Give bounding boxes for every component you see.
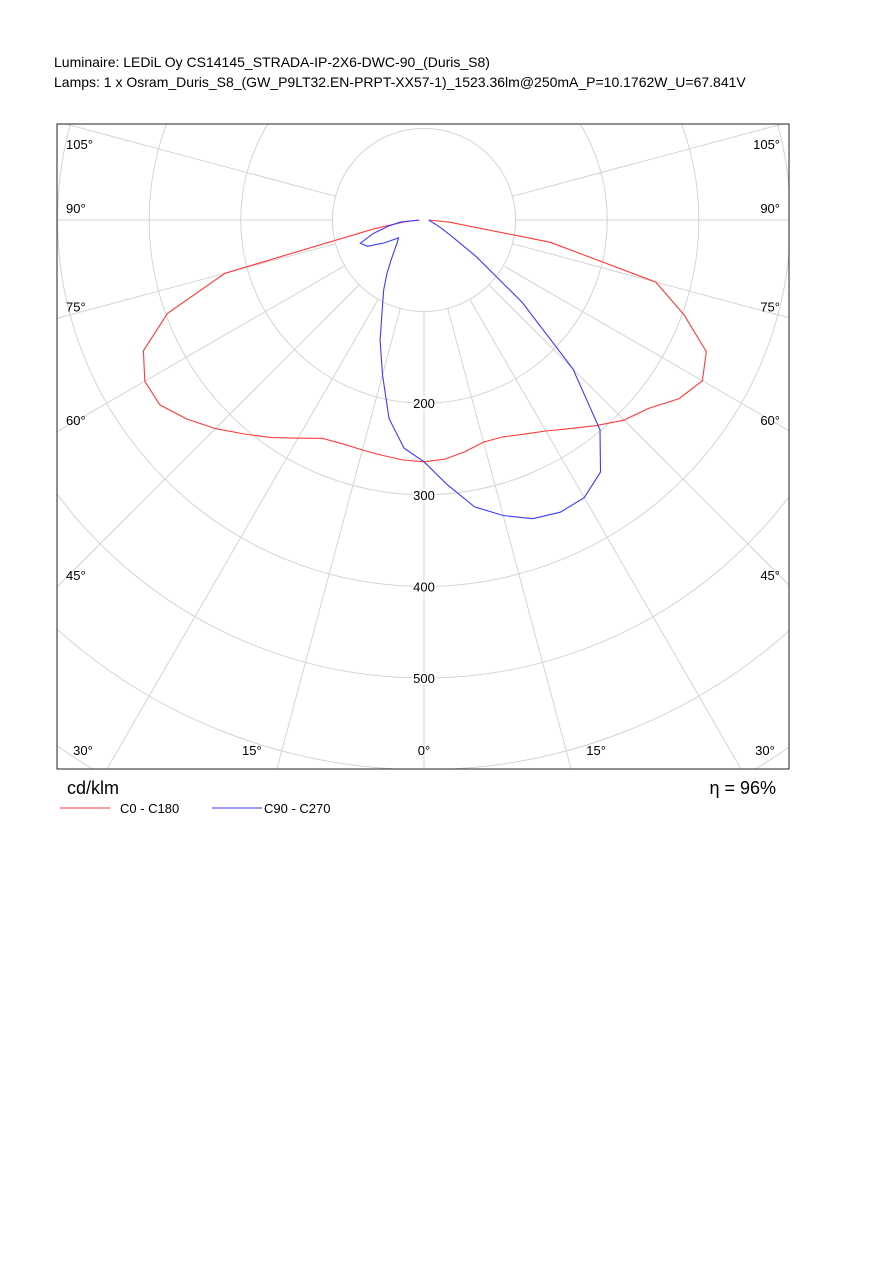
angle-tick-label: 30°: [73, 743, 93, 758]
grid-ray: [106, 299, 379, 769]
grid-ray: [503, 265, 789, 432]
angle-tick-label: 30°: [755, 743, 775, 758]
angle-tick-label: 75°: [66, 299, 86, 314]
annotation: η = 96%: [709, 778, 776, 798]
grid-ring: [331, 127, 517, 313]
angle-tick-label: 60°: [760, 413, 780, 428]
lamps-text: Lamps: 1 x Osram_Duris_S8_(GW_P9LT32.EN-…: [54, 74, 746, 90]
grid-ray: [57, 243, 336, 319]
grid-ray: [276, 308, 401, 769]
angle-tick-label: 60°: [66, 413, 86, 428]
luminaire-text: Luminaire: LEDiL Oy CS14145_STRADA-IP-2X…: [54, 54, 490, 70]
legend-label: C90 - C270: [264, 801, 330, 816]
grid-ray: [488, 284, 789, 586]
grid-ray: [63, 124, 336, 197]
angle-tick-label: 75°: [760, 299, 780, 314]
angle-tick-label: 15°: [242, 743, 262, 758]
r-tick-label: 400: [413, 579, 435, 594]
angle-tick-label: 45°: [66, 568, 86, 583]
angle-tick-label: 15°: [586, 743, 606, 758]
unit-label: cd/klm: [67, 778, 119, 798]
grid-ray: [512, 243, 789, 319]
r-tick-label: 300: [413, 488, 435, 503]
legend-label: C0 - C180: [120, 801, 179, 816]
r-tick-label: 200: [413, 396, 435, 411]
frame: [56, 123, 790, 770]
intensity-curve: [359, 219, 602, 520]
grid-ring: [57, 745, 789, 769]
angle-tick-label: 45°: [760, 568, 780, 583]
grid-ring: [57, 628, 789, 769]
angle-tick-label: 90°: [760, 201, 780, 216]
grid-ray: [57, 265, 345, 433]
grid-ray: [512, 124, 785, 197]
grid-ray: [469, 299, 742, 769]
angle-tick-label: 90°: [66, 201, 86, 216]
plot-area: [57, 124, 789, 769]
grid-ring: [57, 492, 789, 679]
angle-tick-label: 105°: [753, 137, 780, 152]
r-tick-label: 500: [413, 671, 435, 686]
angle-tick-label: 0°: [418, 743, 430, 758]
intensity-curve: [142, 219, 707, 463]
grid-ray: [57, 284, 360, 588]
grid-ray: [447, 308, 572, 769]
angle-tick-label: 105°: [66, 137, 93, 152]
